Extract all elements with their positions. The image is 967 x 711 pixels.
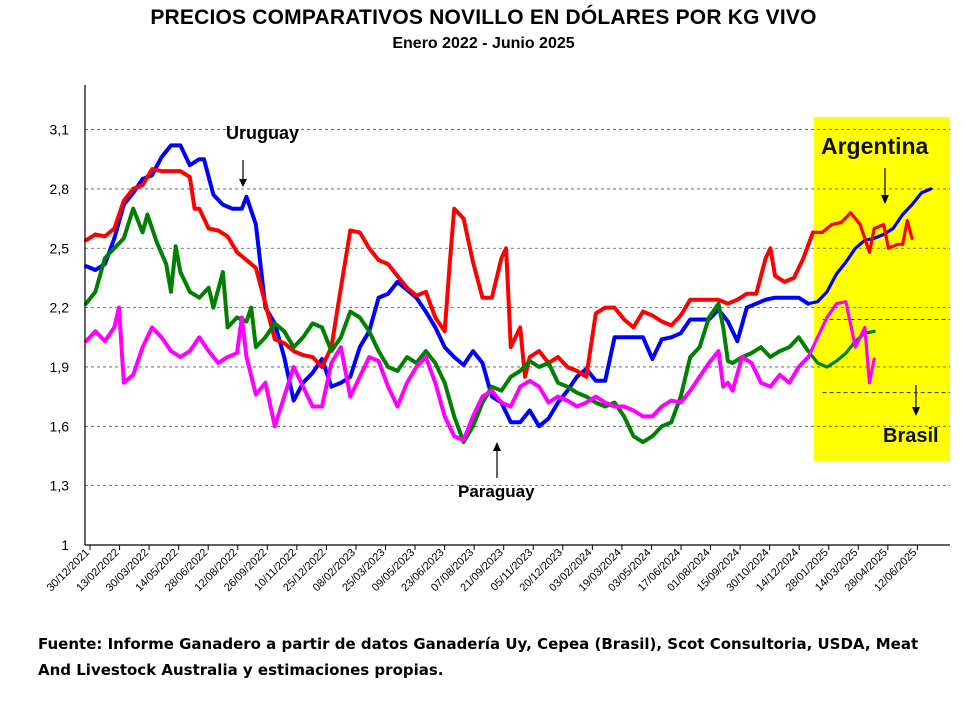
line-chart: 11,31,61,92,22,52,83,130/12/202113/02/20… [45,85,950,594]
highlight-region [813,117,950,461]
annotation-uruguay: Uruguay [226,123,299,143]
arrowhead-paraguay [493,442,501,451]
chart-subtitle: Enero 2022 - Junio 2025 [392,35,575,52]
source-note: Fuente: Informe Ganadero a partir de dat… [38,635,919,679]
series-line-paraguay-forecast [806,329,876,369]
series-line-paraguay [84,206,811,445]
y-tick-label: 2,2 [50,300,70,316]
arrowhead-brasil [912,407,920,416]
series-line-argentina [84,167,815,379]
y-tick-label: 3,1 [50,122,70,138]
arrowhead-uruguay [239,179,247,187]
annotation-brasil: Brasil [883,425,939,447]
annotation-paraguay: Paraguay [458,482,535,501]
y-tick-label: 1,6 [50,418,70,434]
series-line-uruguay-forecast [806,187,933,306]
y-tick-label: 1,9 [50,359,70,375]
annotation-argentina: Argentina [821,133,929,159]
y-tick-label: 2,5 [50,240,70,256]
series-line-argentina-forecast [811,211,914,254]
y-tick-label: 1 [61,537,69,553]
series-line-brasil [84,305,811,443]
y-tick-label: 2,8 [50,181,70,197]
chart-title: PRECIOS COMPARATIVOS NOVILLO EN DÓLARES … [150,6,817,29]
series-line-uruguay [84,143,811,429]
series-line-brasil-forecast [806,300,876,385]
y-tick-label: 1,3 [50,478,70,494]
arrowhead-argentina [881,195,889,204]
